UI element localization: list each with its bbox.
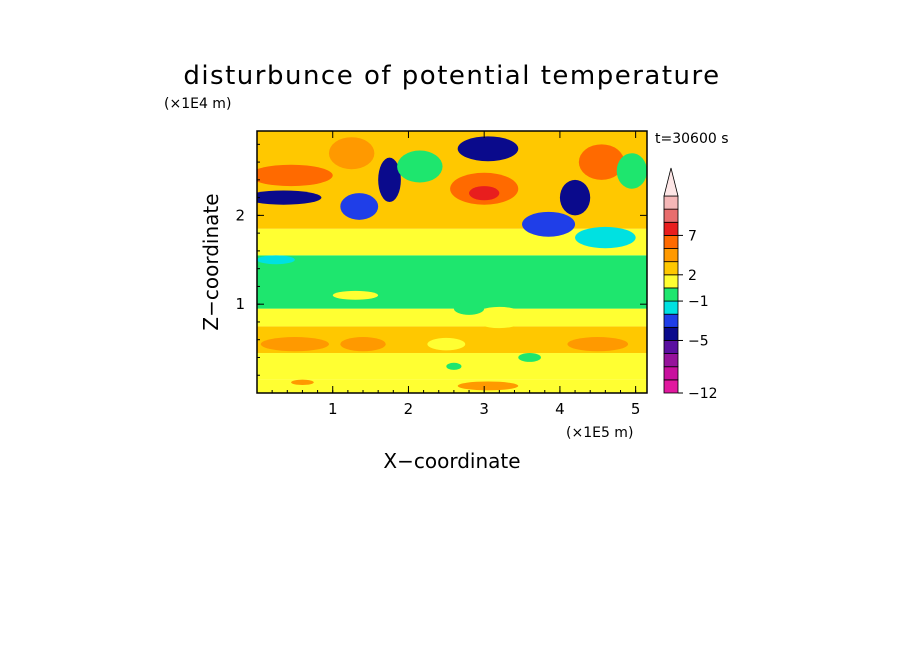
colorbar-level-6 bbox=[663, 300, 679, 315]
heatmap-field bbox=[257, 131, 647, 393]
colorbar-level-0 bbox=[663, 379, 679, 394]
x-tick-label-2: 3 bbox=[479, 400, 489, 418]
heatmap-feature-15 bbox=[332, 290, 379, 300]
x-tick-label-3: 4 bbox=[555, 400, 565, 418]
time-label: t=30600 s bbox=[655, 131, 729, 147]
colorbar-level-8 bbox=[663, 274, 679, 289]
colorbar-label-4: 7 bbox=[688, 228, 697, 244]
heatmap-feature-12 bbox=[616, 153, 647, 189]
x-axis-title: X−coordinate bbox=[383, 449, 520, 473]
colorbar-level-11 bbox=[663, 234, 679, 249]
heatmap-feature-17 bbox=[340, 337, 386, 352]
heatmap-feature-9 bbox=[522, 211, 576, 237]
heatmap-feature-13 bbox=[575, 226, 636, 249]
heatmap-feature-18 bbox=[427, 337, 466, 351]
heatmap-feature-20 bbox=[446, 362, 462, 370]
plot-frame bbox=[256, 130, 648, 394]
x-tick-label-0: 1 bbox=[328, 400, 338, 418]
colorbar-level-9 bbox=[663, 261, 679, 276]
colorbar-label-2: −1 bbox=[688, 294, 709, 310]
y-tick-label-0: 1 bbox=[235, 295, 245, 313]
colorbar-level-13 bbox=[663, 208, 679, 223]
colorbar-extend-arrow bbox=[663, 167, 679, 197]
heatmap-feature-3 bbox=[340, 193, 379, 220]
heatmap-band-3 bbox=[257, 308, 647, 327]
heatmap-feature-16 bbox=[260, 337, 329, 352]
colorbar-level-7 bbox=[663, 287, 679, 302]
heatmap-feature-11 bbox=[578, 144, 625, 180]
y-axis-title: Z−coordinate bbox=[199, 193, 223, 330]
heatmap-band-0 bbox=[257, 379, 647, 393]
colorbar-level-3 bbox=[663, 340, 679, 355]
heatmap-feature-5 bbox=[397, 150, 443, 183]
x-axis-ticks: 1 2 3 4 5 bbox=[271, 131, 641, 418]
heatmap-feature-4 bbox=[378, 157, 401, 203]
heatmap-band-4 bbox=[257, 255, 647, 309]
colorbar-level-5 bbox=[663, 313, 679, 328]
heatmap-feature-1 bbox=[257, 190, 322, 205]
heatmap-feature-22 bbox=[457, 381, 519, 391]
colorbar-level-4 bbox=[663, 326, 679, 341]
heatmap-feature-24 bbox=[472, 306, 526, 329]
x-tick-label-1: 2 bbox=[404, 400, 414, 418]
heatmap-feature-6 bbox=[457, 136, 519, 162]
heatmap-feature-14 bbox=[257, 255, 295, 265]
heatmap-feature-10 bbox=[559, 179, 591, 216]
colorbar-label-0: −12 bbox=[688, 386, 718, 402]
colorbar-level-10 bbox=[663, 248, 679, 263]
y-unit-label: (×1E4 m) bbox=[164, 96, 231, 112]
y-tick-label-1: 2 bbox=[235, 206, 245, 224]
colorbar-level-14 bbox=[663, 195, 679, 210]
x-tick-label-4: 5 bbox=[631, 400, 641, 418]
colorbar-level-1 bbox=[663, 366, 679, 381]
heatmap-feature-0 bbox=[257, 164, 333, 187]
colorbar: −12−5−127 bbox=[663, 167, 718, 402]
colorbar-label-3: 2 bbox=[688, 268, 697, 284]
heatmap-feature-8 bbox=[469, 186, 500, 201]
colorbar-level-12 bbox=[663, 221, 679, 236]
colorbar-level-2 bbox=[663, 353, 679, 368]
heatmap-feature-21 bbox=[518, 353, 541, 362]
heatmap-feature-23 bbox=[291, 379, 314, 386]
chart-title: disturbunce of potential temperature bbox=[183, 61, 720, 91]
x-unit-label: (×1E5 m) bbox=[566, 425, 633, 441]
heatmap-feature-2 bbox=[328, 137, 375, 170]
y-axis-ticks: 12 bbox=[235, 143, 647, 376]
heatmap-feature-19 bbox=[567, 337, 629, 352]
colorbar-label-1: −5 bbox=[688, 333, 709, 349]
heatmap-feature-25 bbox=[453, 302, 485, 315]
